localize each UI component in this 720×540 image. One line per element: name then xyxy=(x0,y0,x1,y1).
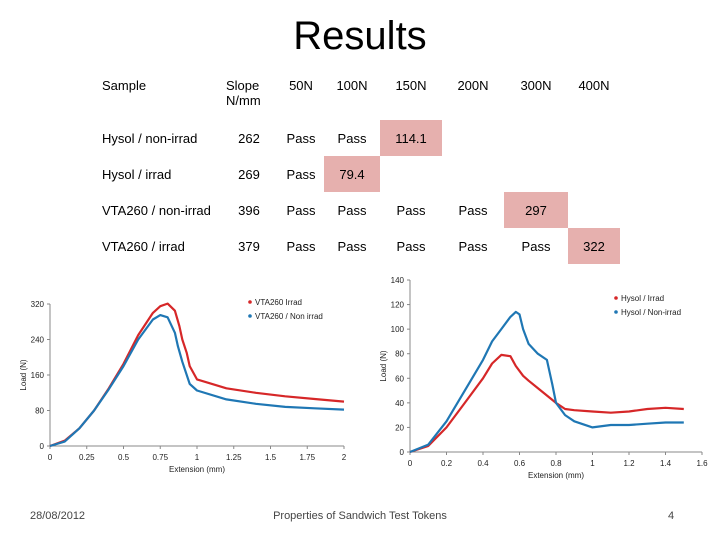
y-tick-label: 240 xyxy=(31,336,45,345)
y-tick-label: 60 xyxy=(395,374,404,383)
table-cell: Pass xyxy=(337,130,367,146)
series-line xyxy=(409,353,684,454)
table-cell: 396 xyxy=(238,202,260,218)
x-tick-label: 2 xyxy=(342,453,347,462)
table-row: Hysol / non-irrad 262 Pass Pass 114.1 xyxy=(96,120,620,156)
x-tick-label: 1.25 xyxy=(226,453,242,462)
table-cell xyxy=(380,156,442,192)
table-cell: Pass xyxy=(396,202,426,218)
table-cell xyxy=(504,156,568,192)
footer-date: 28/08/2012 xyxy=(30,510,86,522)
legend-marker xyxy=(614,310,618,314)
y-tick-label: 80 xyxy=(35,407,44,416)
table-row: VTA260 / irrad 379 Pass Pass Pass Pass P… xyxy=(96,228,620,264)
legend-marker xyxy=(248,314,252,318)
x-tick-label: 0 xyxy=(408,459,413,468)
header-cell: 200N xyxy=(457,78,489,93)
y-tick-label: 40 xyxy=(395,399,404,408)
table-cell: 322 xyxy=(568,228,620,264)
table-cell: Pass xyxy=(286,238,316,254)
x-tick-label: 0.2 xyxy=(441,459,453,468)
x-tick-label: 0.25 xyxy=(79,453,95,462)
x-tick-label: 1.6 xyxy=(696,459,708,468)
y-tick-label: 320 xyxy=(31,300,45,309)
slide-title: Results xyxy=(293,14,427,58)
table-cell xyxy=(442,120,504,156)
x-tick-label: 1.4 xyxy=(660,459,672,468)
y-tick-label: 80 xyxy=(395,350,404,359)
x-tick-label: 1.5 xyxy=(265,453,277,462)
legend-label: VTA260 Irrad xyxy=(255,298,302,307)
table-row: Hysol / irrad 269 Pass 79.4 xyxy=(96,156,620,192)
y-tick-label: 160 xyxy=(31,371,45,380)
header-cell: 400N xyxy=(578,78,610,93)
header-cell: 150N xyxy=(395,78,427,93)
header-cell: 300N xyxy=(520,78,552,93)
y-tick-label: 0 xyxy=(400,448,405,457)
table-row: VTA260 / non-irrad 396 Pass Pass Pass Pa… xyxy=(96,192,620,228)
results-table: Sample Slope N/mm 50N 100N 150N 200N 300… xyxy=(96,72,620,264)
footer-title: Properties of Sandwich Test Tokens xyxy=(273,510,447,522)
table-header-row: Sample Slope N/mm 50N 100N 150N 200N 300… xyxy=(96,72,620,120)
x-axis-label: Extension (mm) xyxy=(528,471,584,480)
table-cell: Pass xyxy=(458,238,488,254)
table-cell: Pass xyxy=(337,202,367,218)
series-line xyxy=(409,310,684,454)
x-axis-label: Extension (mm) xyxy=(169,465,225,474)
chart-vta260: 0 80 160 240 320 0 0.25 0.5 0.75 1 1.25 1.5 1.75 2 Ext… xyxy=(19,298,347,474)
table-cell xyxy=(568,192,620,228)
series-line xyxy=(49,314,345,448)
table-cell: Pass xyxy=(286,202,316,218)
table-cell: Pass xyxy=(396,238,426,254)
y-tick-label: 120 xyxy=(391,301,405,310)
page-number: 4 xyxy=(668,510,675,522)
table-cell: 79.4 xyxy=(324,156,380,192)
x-tick-label: 0 xyxy=(48,453,53,462)
x-tick-label: 1.2 xyxy=(623,459,635,468)
x-tick-label: 1 xyxy=(195,453,200,462)
chart-hysol: 0 20 40 60 80 100 120 140 0 0.2 0.4 0.6 0.8 1 1.2 1.4 1.… xyxy=(379,276,708,480)
table-cell: VTA260 / irrad xyxy=(102,238,185,254)
header-cell: 50N xyxy=(289,78,313,93)
y-axis-label: Load (N) xyxy=(19,359,28,390)
x-tick-label: 0.6 xyxy=(514,459,526,468)
table-cell xyxy=(504,120,568,156)
table-cell: Pass xyxy=(286,166,316,182)
table-cell xyxy=(442,156,504,192)
table-cell: 114.1 xyxy=(380,120,442,156)
y-tick-label: 100 xyxy=(391,325,405,334)
series-line xyxy=(49,302,345,448)
x-tick-label: 0.75 xyxy=(152,453,168,462)
table-cell: Pass xyxy=(337,238,367,254)
x-tick-label: 1.75 xyxy=(299,453,315,462)
y-tick-label: 140 xyxy=(391,276,405,285)
header-cell: Slope N/mm xyxy=(226,78,261,108)
table-cell: Hysol / non-irrad xyxy=(102,130,198,146)
table-cell: 379 xyxy=(238,238,260,254)
table-cell xyxy=(568,120,620,156)
x-tick-label: 0.5 xyxy=(118,453,130,462)
x-tick-label: 1 xyxy=(590,459,595,468)
y-tick-label: 20 xyxy=(395,423,404,432)
table-cell: Pass xyxy=(521,238,551,254)
header-cell: 100N xyxy=(336,78,368,93)
y-tick-label: 0 xyxy=(40,442,45,451)
x-tick-label: 0.4 xyxy=(477,459,489,468)
table-cell: 262 xyxy=(238,130,260,146)
legend-marker xyxy=(614,296,618,300)
table-cell: 269 xyxy=(238,166,260,182)
table-cell: VTA260 / non-irrad xyxy=(102,202,211,218)
table-cell xyxy=(568,156,620,192)
table-cell: Hysol / irrad xyxy=(102,166,172,182)
legend-label: Hysol / Non-irrad xyxy=(621,308,681,317)
header-cell: Sample xyxy=(102,78,147,93)
y-axis-label: Load (N) xyxy=(379,350,388,381)
legend-label: Hysol / Irrad xyxy=(621,294,664,303)
table-cell: 297 xyxy=(504,192,568,228)
legend-marker xyxy=(248,300,252,304)
x-tick-label: 0.8 xyxy=(550,459,562,468)
table-cell: Pass xyxy=(458,202,488,218)
table-cell: Pass xyxy=(286,130,316,146)
legend-label: VTA260 / Non irrad xyxy=(255,312,323,321)
